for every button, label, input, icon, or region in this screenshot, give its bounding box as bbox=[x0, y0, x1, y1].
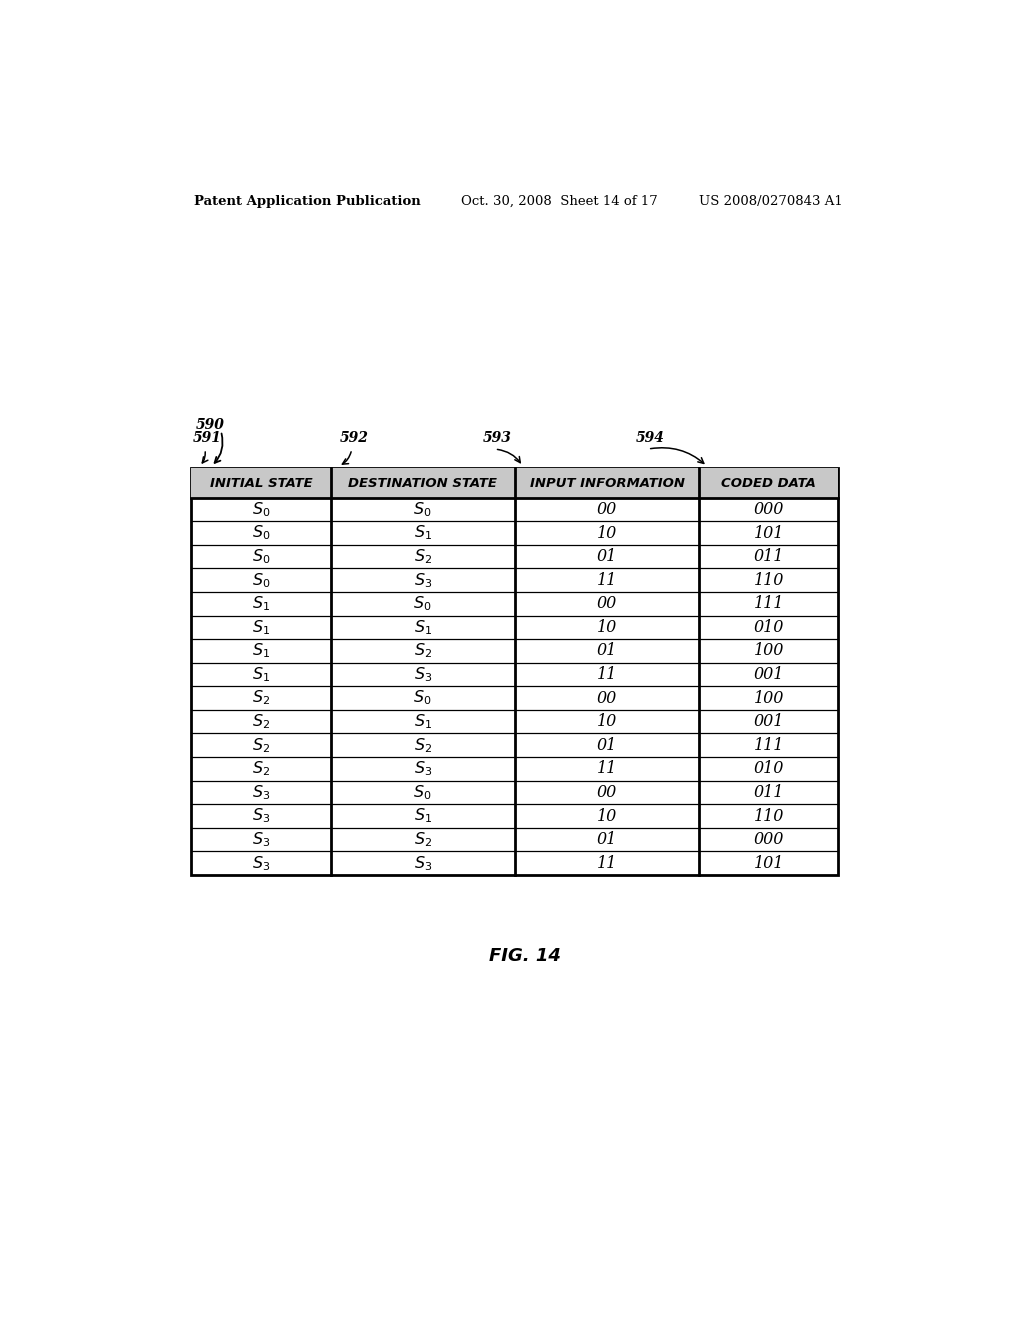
Text: $\mathit{S}_{3}$: $\mathit{S}_{3}$ bbox=[252, 783, 270, 801]
Text: 000: 000 bbox=[754, 832, 784, 847]
Text: 001: 001 bbox=[754, 713, 784, 730]
Text: DESTINATION STATE: DESTINATION STATE bbox=[348, 477, 497, 490]
Text: $\mathit{S}_{2}$: $\mathit{S}_{2}$ bbox=[252, 713, 270, 731]
Text: 592: 592 bbox=[340, 432, 369, 445]
Text: 10: 10 bbox=[597, 524, 617, 541]
Text: US 2008/0270843 A1: US 2008/0270843 A1 bbox=[699, 194, 843, 207]
Text: $\mathit{S}_{1}$: $\mathit{S}_{1}$ bbox=[414, 807, 432, 825]
Text: 011: 011 bbox=[754, 548, 784, 565]
Text: 01: 01 bbox=[597, 737, 617, 754]
Text: 101: 101 bbox=[754, 524, 784, 541]
Text: 011: 011 bbox=[754, 784, 784, 801]
Text: CODED DATA: CODED DATA bbox=[721, 477, 816, 490]
Text: $\mathit{S}_{1}$: $\mathit{S}_{1}$ bbox=[252, 594, 270, 612]
Text: $\mathit{S}_{2}$: $\mathit{S}_{2}$ bbox=[252, 689, 270, 708]
Text: $\mathit{S}_{0}$: $\mathit{S}_{0}$ bbox=[414, 783, 432, 801]
Text: 010: 010 bbox=[754, 760, 784, 777]
Text: 11: 11 bbox=[597, 854, 617, 871]
Text: $\mathit{S}_{3}$: $\mathit{S}_{3}$ bbox=[252, 830, 270, 849]
Text: $\mathit{S}_{3}$: $\mathit{S}_{3}$ bbox=[414, 854, 432, 873]
Text: 00: 00 bbox=[597, 784, 617, 801]
Text: 110: 110 bbox=[754, 808, 784, 825]
Text: 01: 01 bbox=[597, 643, 617, 660]
Text: 591: 591 bbox=[194, 432, 222, 445]
Text: 01: 01 bbox=[597, 548, 617, 565]
Text: 11: 11 bbox=[597, 760, 617, 777]
Text: 10: 10 bbox=[597, 619, 617, 636]
Bar bbox=[191, 469, 839, 498]
Text: 001: 001 bbox=[754, 667, 784, 682]
Text: $\mathit{S}_{0}$: $\mathit{S}_{0}$ bbox=[414, 594, 432, 612]
Text: $\mathit{S}_{3}$: $\mathit{S}_{3}$ bbox=[252, 854, 270, 873]
Text: $\mathit{S}_{2}$: $\mathit{S}_{2}$ bbox=[252, 737, 270, 755]
Text: $\mathit{S}_{1}$: $\mathit{S}_{1}$ bbox=[252, 665, 270, 684]
Text: 00: 00 bbox=[597, 502, 617, 517]
Text: 11: 11 bbox=[597, 572, 617, 589]
Text: $\mathit{S}_{0}$: $\mathit{S}_{0}$ bbox=[414, 500, 432, 519]
Text: $\mathit{S}_{1}$: $\mathit{S}_{1}$ bbox=[414, 618, 432, 636]
Text: $\mathit{S}_{0}$: $\mathit{S}_{0}$ bbox=[252, 548, 270, 566]
Text: FIG. 14: FIG. 14 bbox=[488, 948, 561, 965]
Text: 010: 010 bbox=[754, 619, 784, 636]
Text: $\mathit{S}_{0}$: $\mathit{S}_{0}$ bbox=[252, 500, 270, 519]
Text: $\mathit{S}_{2}$: $\mathit{S}_{2}$ bbox=[414, 830, 432, 849]
Text: 590: 590 bbox=[196, 417, 224, 432]
Text: $\mathit{S}_{1}$: $\mathit{S}_{1}$ bbox=[414, 524, 432, 543]
Text: $\mathit{S}_{1}$: $\mathit{S}_{1}$ bbox=[252, 618, 270, 636]
Text: 10: 10 bbox=[597, 808, 617, 825]
Text: 110: 110 bbox=[754, 572, 784, 589]
Text: $\mathit{S}_{2}$: $\mathit{S}_{2}$ bbox=[414, 642, 432, 660]
Text: 111: 111 bbox=[754, 737, 784, 754]
Text: $\mathit{S}_{0}$: $\mathit{S}_{0}$ bbox=[252, 524, 270, 543]
Text: 10: 10 bbox=[597, 713, 617, 730]
Text: $\mathit{S}_{2}$: $\mathit{S}_{2}$ bbox=[252, 759, 270, 779]
Text: 11: 11 bbox=[597, 667, 617, 682]
Text: 000: 000 bbox=[754, 502, 784, 517]
Text: $\mathit{S}_{3}$: $\mathit{S}_{3}$ bbox=[414, 570, 432, 590]
Text: $\mathit{S}_{3}$: $\mathit{S}_{3}$ bbox=[252, 807, 270, 825]
Text: $\mathit{S}_{2}$: $\mathit{S}_{2}$ bbox=[414, 737, 432, 755]
Text: 100: 100 bbox=[754, 643, 784, 660]
Text: $\mathit{S}_{0}$: $\mathit{S}_{0}$ bbox=[414, 689, 432, 708]
Text: 100: 100 bbox=[754, 689, 784, 706]
Text: INITIAL STATE: INITIAL STATE bbox=[210, 477, 312, 490]
Text: 101: 101 bbox=[754, 854, 784, 871]
Bar bbox=[191, 469, 839, 875]
Text: Oct. 30, 2008  Sheet 14 of 17: Oct. 30, 2008 Sheet 14 of 17 bbox=[461, 194, 658, 207]
Text: 111: 111 bbox=[754, 595, 784, 612]
Text: $\mathit{S}_{3}$: $\mathit{S}_{3}$ bbox=[414, 665, 432, 684]
Text: $\mathit{S}_{2}$: $\mathit{S}_{2}$ bbox=[414, 548, 432, 566]
Text: $\mathit{S}_{1}$: $\mathit{S}_{1}$ bbox=[414, 713, 432, 731]
Text: $\mathit{S}_{1}$: $\mathit{S}_{1}$ bbox=[252, 642, 270, 660]
Text: 01: 01 bbox=[597, 832, 617, 847]
Text: $\mathit{S}_{3}$: $\mathit{S}_{3}$ bbox=[414, 759, 432, 779]
Text: 00: 00 bbox=[597, 595, 617, 612]
Text: 00: 00 bbox=[597, 689, 617, 706]
Text: 593: 593 bbox=[482, 432, 512, 445]
Text: INPUT INFORMATION: INPUT INFORMATION bbox=[529, 477, 685, 490]
Text: $\mathit{S}_{0}$: $\mathit{S}_{0}$ bbox=[252, 570, 270, 590]
Text: 594: 594 bbox=[636, 432, 665, 445]
Text: Patent Application Publication: Patent Application Publication bbox=[194, 194, 421, 207]
